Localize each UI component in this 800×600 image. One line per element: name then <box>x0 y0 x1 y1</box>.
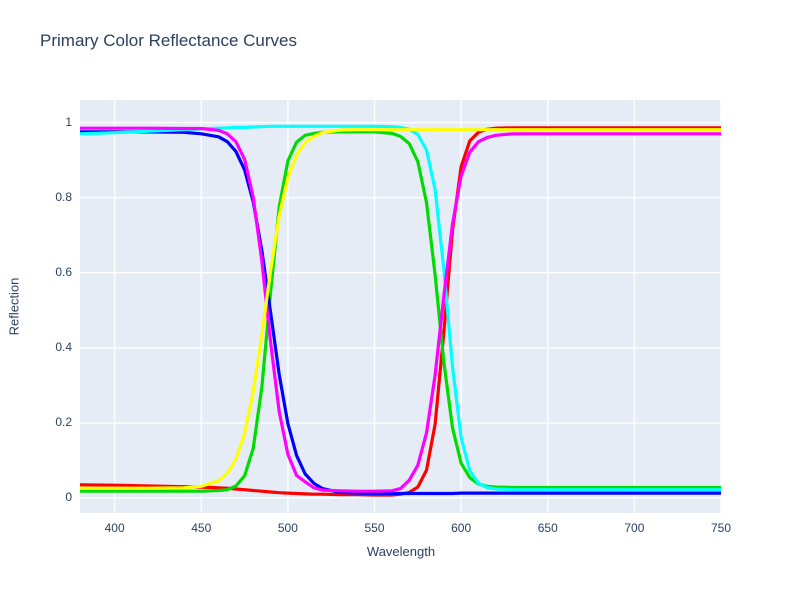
x-axis-title: Wavelength <box>366 544 436 559</box>
x-tick-label: 450 <box>191 521 212 535</box>
y-tick-label: 1 <box>65 114 72 129</box>
x-tick-label: 500 <box>277 521 298 535</box>
y-axis-title: Reflection <box>6 277 22 336</box>
series-line-cyan <box>80 124 721 492</box>
x-tick-label: 550 <box>364 521 385 535</box>
x-tick-label: 700 <box>624 521 645 535</box>
series-line-yellow <box>80 128 721 490</box>
x-tick-label: 400 <box>104 521 125 535</box>
x-tick-label: 750 <box>710 521 732 535</box>
series-line-magenta <box>80 126 721 493</box>
series-line-blue <box>80 130 721 496</box>
y-tick-label: 0.8 <box>55 189 72 204</box>
plot-panel <box>80 100 721 513</box>
x-tick-label: 650 <box>537 521 558 535</box>
chart-title: Primary Color Reflectance Curves <box>40 31 297 50</box>
series-line-green <box>80 130 721 493</box>
x-tick-label: 600 <box>451 521 472 535</box>
y-tick-label: 0.2 <box>55 414 72 429</box>
y-tick-label: 0.6 <box>55 264 72 279</box>
y-tick-label: 0.4 <box>55 339 72 354</box>
y-tick-label: 0 <box>65 489 72 504</box>
